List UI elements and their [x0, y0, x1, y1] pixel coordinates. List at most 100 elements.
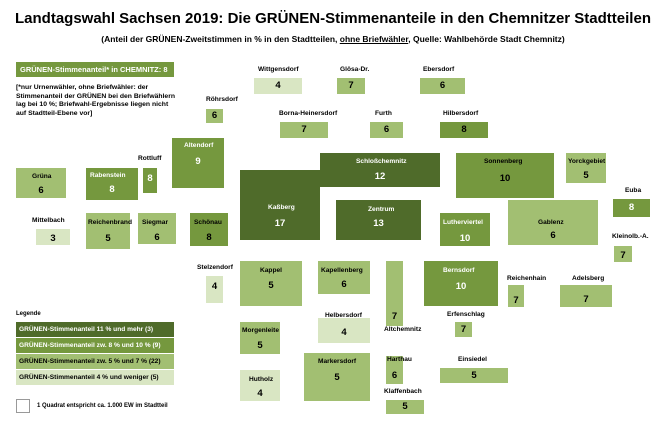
district-value-rohrsdorf: 6 [211, 110, 218, 121]
district-label-kappel: Kappel [260, 267, 282, 274]
district-block-rabenstein [86, 168, 138, 200]
district-block-schlosschemnitz [320, 153, 440, 187]
district-value-schonau: 8 [206, 232, 212, 243]
district-label-siegmar: Siegmar [142, 219, 169, 226]
district-value-mittelbach: 3 [50, 233, 56, 244]
scale-note: 1 Quadrat entspricht ca. 1.000 EW im Sta… [37, 403, 168, 409]
district-label-yorckgebiet: Yorckgebiet [568, 158, 606, 165]
district-label-morgenleite: Morgenleite [242, 327, 280, 334]
district-label-rabenstein: Rabenstein [90, 172, 126, 179]
district-block-kapellenberg [318, 261, 370, 294]
subtitle-part-2: ohne Briefwähler [339, 34, 409, 44]
district-label-altendorf: Altendorf [184, 142, 214, 149]
district-block-wittgensdorf [254, 78, 302, 94]
district-block-borna-heinersdorf [280, 122, 328, 138]
district-value-gruna: 6 [38, 185, 44, 196]
district-block-einsiedel [440, 368, 508, 383]
district-value-sonnenberg: 10 [499, 173, 511, 184]
district-block-reichenhain [508, 285, 524, 307]
district-label-ebersdorf: Ebersdorf [423, 66, 455, 73]
district-block-reichenbrand [86, 213, 130, 249]
district-block-harthau [386, 356, 403, 384]
footnote: [*nur Urnenwähler, ohne Briefwähler: der… [16, 84, 176, 117]
district-block-altchemnitz [386, 261, 403, 326]
district-value-kleinolb-a: 7 [620, 250, 626, 261]
district-block-morgenleite [240, 322, 280, 354]
district-label-glosa-dr: Glösa-Dr. [340, 66, 370, 73]
chart-title: Landtagswahl Sachsen 2019: Die GRÜNEN-St… [15, 10, 651, 27]
district-value-altchemnitz: 7 [391, 311, 398, 322]
legend-item-c1: GRÜNEN-Stimmenanteil 11 % und mehr (3) [16, 322, 174, 337]
district-block-hutholz [240, 370, 280, 401]
district-value-zentrum: 13 [373, 218, 384, 229]
district-block-gruna [16, 168, 66, 198]
district-block-hilbersdorf [440, 122, 488, 138]
legend-item-c2: GRÜNEN-Stimmenanteil zw. 8 % und 10 % (9… [16, 338, 174, 353]
district-value-kappel: 5 [268, 280, 274, 291]
district-label-borna-heinersdorf: Borna-Heinersdorf [279, 110, 338, 117]
district-value-ebersdorf: 6 [439, 80, 446, 91]
district-label-sonnenberg: Sonnenberg [484, 158, 523, 165]
district-value-hilbersdorf: 8 [461, 124, 467, 135]
legend-title: Legende [16, 311, 41, 317]
district-value-klaffenbach: 5 [402, 401, 408, 412]
district-value-bernsdorf: 10 [455, 281, 467, 292]
district-value-rottluff: 8 [147, 173, 153, 184]
district-label-harthau: Harthau [387, 356, 412, 363]
district-label-bernsdorf: Bernsdorf [443, 267, 475, 274]
district-value-adelsberg: 7 [583, 294, 589, 305]
subtitle-part-3: , Quelle: Wahlbehörde Stadt Chemnitz) [408, 34, 565, 44]
district-value-morgenleite: 5 [257, 340, 263, 351]
district-block-zentrum [336, 200, 421, 240]
district-value-einsiedel: 5 [471, 370, 477, 381]
district-block-gablenz [508, 200, 598, 245]
district-block-markersdorf [304, 353, 370, 401]
district-block-siegmar [138, 213, 176, 244]
legend-item-c4: GRÜNEN-Stimmenanteil 4 % und weniger (5) [16, 370, 174, 385]
district-value-stelzendorf: 4 [211, 281, 218, 292]
district-value-harthau: 6 [391, 370, 398, 381]
district-label-furth: Furth [375, 110, 392, 117]
district-label-einsiedel: Einsiedel [458, 356, 487, 363]
district-value-kassberg: 17 [274, 218, 286, 229]
district-block-kappel [240, 261, 302, 306]
district-label-reichenhain: Reichenhain [507, 275, 547, 282]
district-label-helbersdorf: Helbersdorf [325, 312, 363, 319]
district-label-schonau: Schönau [194, 219, 222, 226]
district-label-hilbersdorf: Hilbersdorf [443, 110, 479, 117]
district-label-reichenbrand: Reichenbrand [88, 219, 132, 226]
district-label-adelsberg: Adelsberg [572, 275, 605, 282]
district-value-wittgensdorf: 4 [275, 80, 281, 91]
district-block-furth [370, 122, 403, 138]
district-label-kleinolb-a: Kleinolb.-A. [612, 233, 649, 240]
district-block-bernsdorf [424, 261, 498, 306]
district-value-furth: 6 [383, 124, 390, 135]
district-label-erfenschlag: Erfenschlag [447, 311, 485, 318]
district-block-glosa-dr [337, 78, 365, 94]
district-value-reichenhain: 7 [513, 295, 519, 306]
district-value-erfenschlag: 7 [460, 324, 467, 335]
chart-subtitle: (Anteil der GRÜNEN-Zweitstimmen in % in … [0, 34, 666, 44]
district-block-rottluff [143, 168, 157, 193]
district-label-kapellenberg: Kapellenberg [321, 267, 363, 274]
district-block-kassberg [240, 170, 320, 240]
district-label-zentrum: Zentrum [368, 206, 395, 213]
district-block-erfenschlag [455, 322, 472, 337]
district-value-kapellenberg: 6 [341, 279, 347, 290]
district-block-stelzendorf [206, 276, 223, 303]
district-label-schlosschemnitz: Schloßchemnitz [356, 158, 407, 165]
district-label-rohrsdorf: Röhrsdorf [206, 96, 238, 103]
district-value-gablenz: 6 [550, 230, 556, 241]
district-value-euba: 8 [628, 202, 635, 213]
subtitle-part-1: (Anteil der GRÜNEN-Zweitstimmen in % in … [101, 34, 340, 44]
district-block-euba [613, 199, 650, 217]
district-block-lutherviertel [440, 213, 490, 246]
district-label-gruna: Grüna [32, 173, 52, 180]
district-block-rohrsdorf [206, 109, 223, 123]
district-label-gablenz: Gablenz [538, 219, 564, 226]
district-block-yorckgebiet [566, 153, 606, 183]
scale-square [16, 399, 30, 413]
district-label-markersdorf: Markersdorf [318, 358, 357, 365]
district-block-schonau [190, 213, 228, 246]
district-value-siegmar: 6 [154, 232, 160, 243]
